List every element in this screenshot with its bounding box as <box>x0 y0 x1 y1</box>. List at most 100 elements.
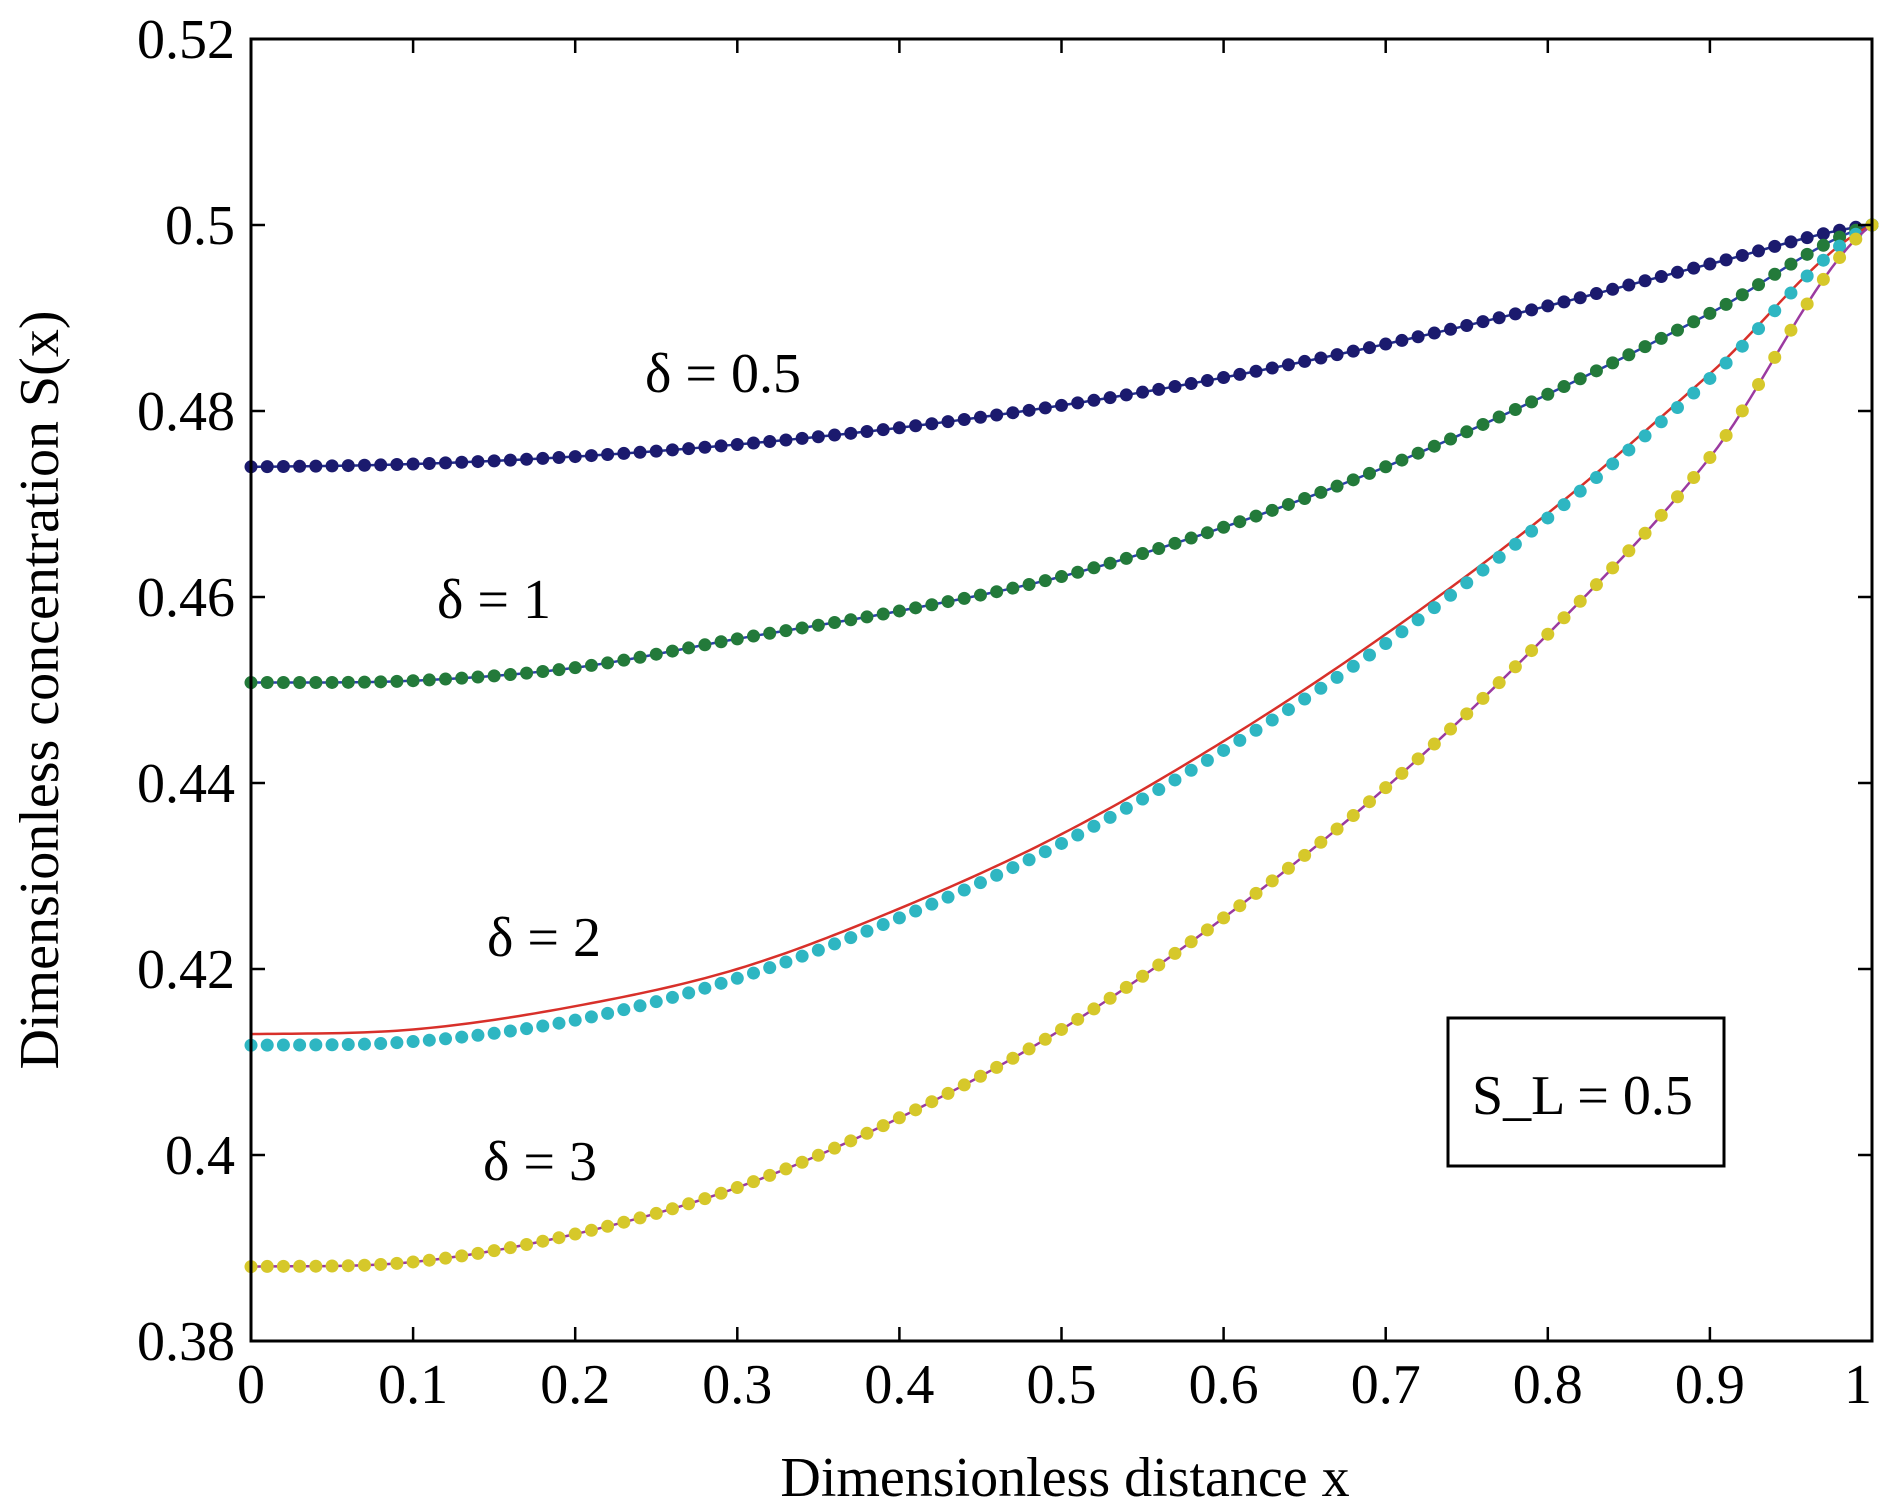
series-3-point <box>455 1030 469 1044</box>
series-0-point <box>406 457 420 471</box>
series-0-point <box>1752 244 1766 258</box>
series-0-point <box>1314 351 1328 365</box>
series-3-point <box>1314 681 1328 695</box>
x-tick-label: 0 <box>237 1354 265 1416</box>
series-0-point <box>1476 315 1490 329</box>
series-0-point <box>730 437 744 451</box>
series-0-point <box>1281 358 1295 372</box>
series-1-point <box>1589 364 1603 378</box>
series-0-point <box>1249 364 1263 378</box>
series-1-point <box>1752 278 1766 292</box>
series-1-point <box>1557 380 1571 394</box>
series-3-point <box>1330 670 1344 684</box>
series-3-point <box>1768 304 1782 318</box>
series-1-point <box>973 588 987 602</box>
series-0-point <box>601 448 615 462</box>
y-tick-label: 0.48 <box>137 381 235 443</box>
series-3-point <box>1638 429 1652 443</box>
series-1-point <box>1362 466 1376 480</box>
y-tick-label: 0.52 <box>137 9 235 71</box>
series-4-point <box>1752 378 1766 392</box>
x-tick-label: 0.2 <box>540 1354 610 1416</box>
series-0-point <box>925 417 939 431</box>
series-0-point <box>1006 406 1020 420</box>
series-0-point <box>276 459 290 473</box>
series-3-point <box>1460 576 1474 590</box>
series-1-point <box>892 604 906 618</box>
series-3-point <box>633 999 647 1013</box>
series-4-point <box>1314 835 1328 849</box>
series-3-point <box>665 990 679 1004</box>
series-3-point <box>1184 763 1198 777</box>
series-0-point <box>487 454 501 468</box>
series-4-point <box>698 1192 712 1206</box>
series-0-point <box>1233 367 1247 381</box>
series-4-point <box>503 1241 517 1255</box>
series-4-point <box>1119 980 1133 994</box>
series-0-point <box>1217 371 1231 385</box>
series-0-point <box>1525 303 1539 317</box>
series-3-point <box>795 949 809 963</box>
series-1-point <box>487 669 501 683</box>
series-0-point <box>1022 403 1036 417</box>
series-4-point <box>1573 594 1587 608</box>
series-4-point <box>1557 611 1571 625</box>
series-4-point <box>325 1259 339 1273</box>
series-0-point <box>293 459 307 473</box>
series-0-point <box>1589 287 1603 301</box>
series-0-point <box>1670 265 1684 279</box>
series-3-point <box>309 1038 323 1052</box>
series-3-point <box>1168 773 1182 787</box>
series-4-point <box>1411 752 1425 766</box>
series-0-point <box>1103 391 1117 405</box>
series-3-point <box>341 1037 355 1051</box>
series-3-point <box>1055 836 1068 850</box>
series-3-point <box>1103 810 1117 824</box>
series-3-point <box>909 904 923 918</box>
series-1-point <box>471 670 485 684</box>
series-4-point <box>1152 958 1166 972</box>
series-1-point <box>1379 460 1393 474</box>
series-0-point <box>503 453 517 467</box>
series-4-point <box>260 1259 274 1273</box>
x-tick-label: 0.5 <box>1027 1354 1097 1416</box>
series-1-point <box>682 641 696 655</box>
series-0-point <box>584 449 598 463</box>
series-0-point <box>260 460 274 474</box>
series-3-point <box>941 890 955 904</box>
series-3-point <box>325 1038 339 1052</box>
series-4-point <box>357 1258 371 1272</box>
series-4-point <box>1444 722 1458 736</box>
series-1-point <box>1492 410 1506 424</box>
series-1-point <box>1071 565 1085 579</box>
series-1-point <box>503 668 517 682</box>
series-4-point <box>1687 471 1701 485</box>
series-4-point <box>1784 323 1798 337</box>
series-3-point <box>520 1022 534 1036</box>
series-4-point <box>1217 911 1231 925</box>
series-4-point <box>1233 899 1247 913</box>
series-4-point <box>1395 766 1409 780</box>
annotation-delta-1: δ = 1 <box>437 569 551 631</box>
series-4-point <box>763 1168 777 1182</box>
series-1-point <box>406 674 420 688</box>
series-4-point <box>892 1111 906 1125</box>
series-0-point <box>698 440 712 454</box>
series-3-point <box>876 918 890 932</box>
series-0-point <box>1265 361 1279 375</box>
series-3-point <box>1654 415 1668 429</box>
series-0-point <box>1654 270 1668 284</box>
series-4-point <box>1038 1032 1052 1046</box>
series-4-point <box>455 1249 469 1263</box>
series-4-point <box>1330 822 1344 836</box>
series-3-point <box>1589 471 1603 485</box>
series-4-point <box>1508 660 1522 674</box>
series-1-point <box>649 647 663 661</box>
series-3-point <box>957 883 971 897</box>
series-3-point <box>1541 511 1555 525</box>
series-0-point <box>1622 278 1636 292</box>
series-0-point <box>1606 282 1620 296</box>
series-0-point <box>1508 307 1522 321</box>
series-3-point <box>1395 625 1409 639</box>
series-3-point <box>1606 457 1620 471</box>
